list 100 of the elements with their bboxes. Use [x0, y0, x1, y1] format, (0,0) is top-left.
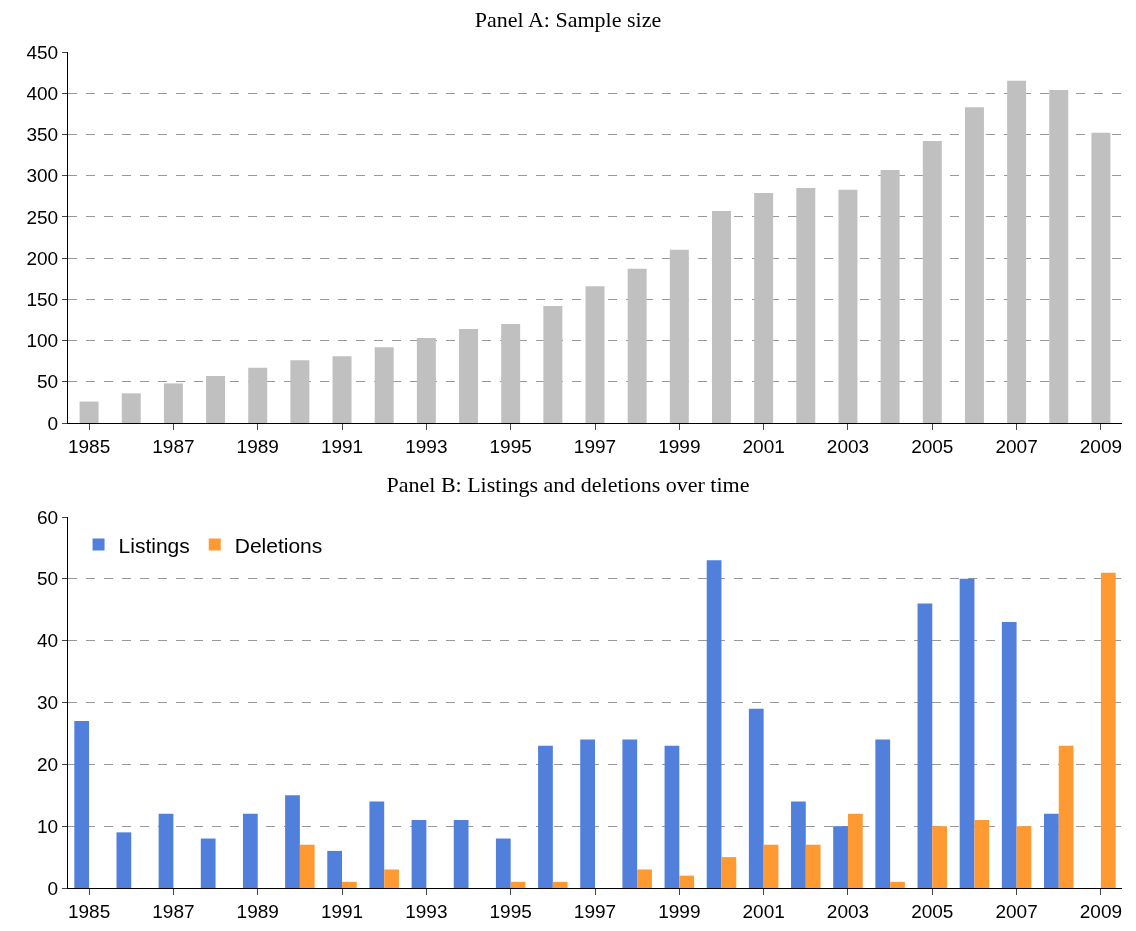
y-tick-label: 0 [47, 412, 59, 434]
y-tick-label: 0 [47, 877, 59, 899]
chart-title: Panel A: Sample size [474, 7, 662, 33]
bar [121, 393, 141, 423]
x-tick-label: 1987 [152, 900, 195, 922]
bar [1091, 132, 1111, 423]
bar [501, 324, 521, 423]
bar [1001, 622, 1017, 888]
bar [706, 560, 722, 888]
bar [711, 211, 731, 423]
bar [299, 844, 315, 888]
bar [1007, 80, 1027, 423]
legend-label: Listings [118, 533, 190, 557]
x-tick-label: 2003 [826, 435, 870, 457]
x-tick-label: 1989 [236, 900, 279, 922]
x-tick-label: 2001 [742, 435, 785, 457]
bar [200, 838, 216, 888]
y-tick-label: 30 [37, 692, 59, 714]
bar [959, 578, 975, 888]
x-tick-label: 1991 [320, 900, 364, 922]
bar [838, 189, 858, 423]
bar [922, 141, 942, 423]
y-tick-label: 50 [37, 568, 59, 590]
x-tick-label: 1987 [152, 435, 195, 457]
x-tick-label: 2007 [995, 900, 1038, 922]
bar [538, 745, 553, 888]
bar [622, 739, 638, 888]
y-tick-label: 350 [26, 124, 59, 146]
bar [248, 367, 268, 423]
bar [332, 356, 352, 423]
bar [748, 708, 764, 888]
bar [1049, 89, 1069, 423]
bar [627, 268, 647, 423]
x-tick-label: 2001 [742, 900, 785, 922]
bar [847, 813, 863, 888]
bar [890, 881, 905, 888]
bar [880, 169, 900, 423]
bar [796, 188, 816, 423]
bar [411, 819, 427, 888]
bar [763, 844, 779, 888]
y-tick-label: 50 [37, 371, 59, 393]
x-tick-label: 1993 [405, 435, 448, 457]
bar [285, 795, 300, 888]
bar [964, 107, 984, 423]
bar [552, 881, 568, 888]
x-tick-label: 1995 [489, 900, 532, 922]
bar [754, 192, 774, 423]
bar [721, 857, 737, 888]
bar [664, 745, 680, 888]
y-tick-label: 150 [26, 288, 59, 310]
bar [1016, 826, 1032, 888]
y-tick-label: 300 [26, 165, 59, 187]
x-tick-label: 1993 [405, 900, 448, 922]
bar [669, 249, 689, 423]
y-tick-label: 250 [26, 206, 59, 228]
y-tick-label: 40 [37, 630, 59, 652]
bar [917, 603, 933, 888]
bar [585, 286, 605, 423]
bar [805, 844, 821, 888]
bar [1058, 745, 1074, 888]
y-tick-label: 100 [26, 330, 59, 352]
y-tick-label: 450 [26, 41, 59, 63]
x-tick-label: 1995 [489, 435, 532, 457]
bar [327, 850, 343, 888]
x-tick-label: 1997 [573, 900, 617, 922]
bar [163, 383, 183, 423]
bar [1100, 572, 1116, 888]
bar [875, 739, 891, 888]
bar [384, 869, 399, 888]
x-tick-label: 2009 [1079, 900, 1123, 922]
y-tick-label: 60 [37, 506, 59, 528]
bar [791, 801, 806, 888]
bar [206, 376, 226, 423]
x-tick-label: 1985 [67, 435, 111, 457]
x-tick-label: 2007 [995, 435, 1038, 457]
bar [495, 838, 511, 888]
x-tick-label: 2005 [911, 900, 954, 922]
bar [932, 826, 948, 888]
bar [543, 305, 563, 423]
x-tick-label: 1999 [658, 900, 701, 922]
x-tick-label: 1997 [573, 435, 617, 457]
bar [1044, 813, 1059, 888]
y-tick-label: 10 [37, 815, 59, 837]
bar [453, 819, 469, 888]
bar [416, 338, 436, 423]
bar [637, 869, 652, 888]
bar [158, 813, 174, 888]
y-tick-label: 20 [37, 753, 59, 775]
bar [459, 329, 479, 423]
x-tick-label: 1999 [658, 435, 701, 457]
x-tick-label: 2009 [1079, 435, 1123, 457]
y-tick-label: 200 [26, 247, 59, 269]
bar [374, 347, 394, 423]
bar [116, 832, 132, 888]
bar [79, 401, 99, 423]
bar [74, 721, 90, 888]
bar [974, 819, 990, 888]
x-tick-label: 1989 [236, 435, 279, 457]
x-tick-label: 2005 [911, 435, 954, 457]
bar [679, 875, 695, 888]
